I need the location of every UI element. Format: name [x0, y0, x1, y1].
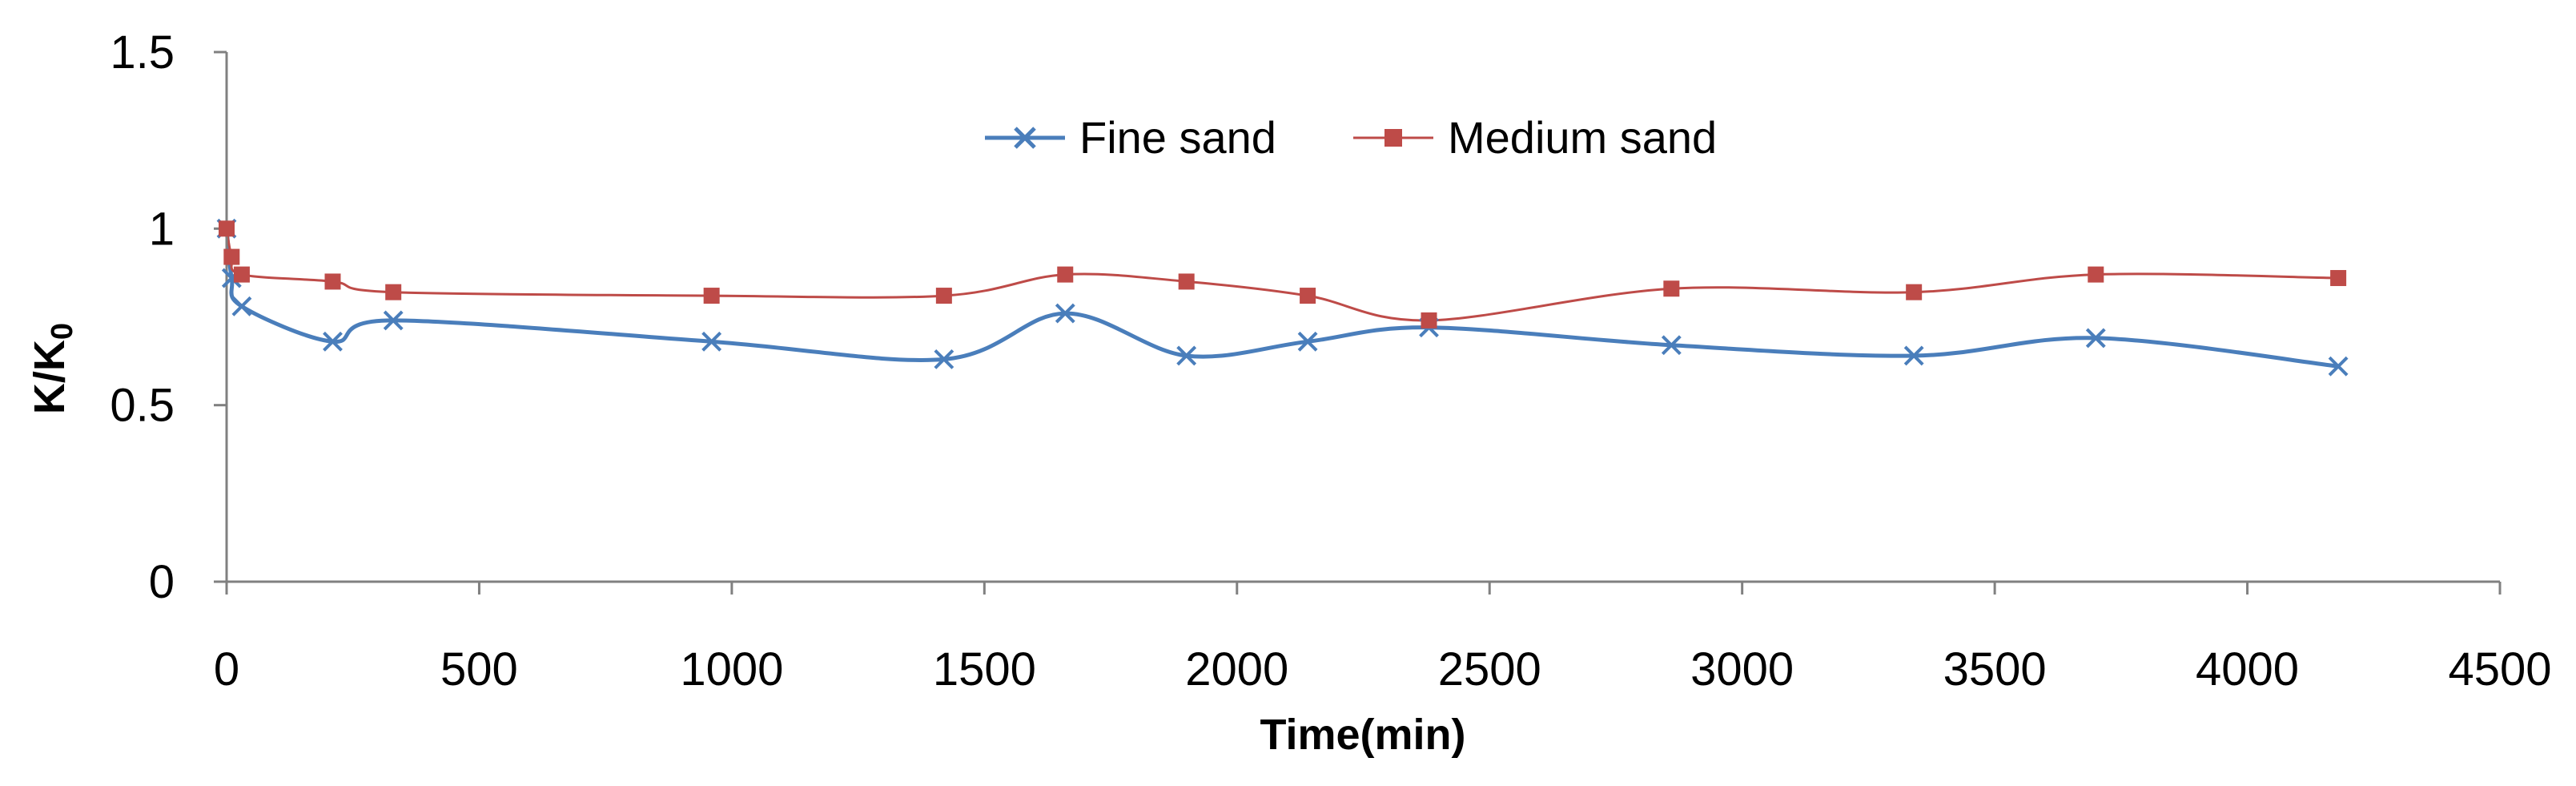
data-point-medium-sand	[1906, 284, 1923, 300]
y-tick-label: 1.5	[110, 26, 175, 79]
x-tick-label: 1500	[933, 643, 1036, 695]
data-point-fine-sand	[2328, 356, 2349, 377]
plot-series-layer	[224, 228, 2339, 369]
data-point-medium-sand	[2330, 270, 2347, 287]
data-point-fine-sand	[1176, 345, 1197, 366]
x-tick-label: 500	[440, 643, 518, 695]
legend-medium-sand-label: Medium sand	[1448, 112, 1717, 163]
x-tick-label: 2000	[1185, 643, 1288, 695]
data-point-medium-sand	[703, 288, 720, 304]
data-point-medium-sand	[233, 266, 250, 283]
legend-fine-sand-label: Fine sand	[1079, 112, 1276, 163]
x-tick-label: 3500	[1943, 643, 2047, 695]
data-point-fine-sand	[1661, 335, 1682, 356]
legend-medium-sand-marker	[1384, 129, 1402, 147]
axes-layer	[225, 52, 2500, 583]
data-point-fine-sand	[1903, 345, 1924, 366]
legend: Fine sand Medium sand	[985, 112, 1717, 163]
x-tick-label: 4500	[2448, 643, 2551, 695]
x-tick-layer: 0 500 1000 1500 2000 2500 3000 3500 4000 4500	[214, 582, 2552, 695]
y-axis-title-main: K/K	[26, 340, 74, 414]
x-tick-label: 1000	[680, 643, 783, 695]
legend-entry-medium-sand: Medium sand	[1353, 112, 1717, 163]
data-point-medium-sand	[1663, 280, 1680, 297]
data-point-medium-sand	[223, 248, 240, 265]
y-tick-label: 0.5	[110, 380, 175, 432]
marker-layer	[216, 218, 2349, 377]
data-point-fine-sand	[934, 349, 954, 369]
data-point-fine-sand	[701, 331, 722, 352]
data-point-fine-sand	[383, 310, 404, 331]
y-tick-layer: 0 0.5 1 1.5	[110, 26, 227, 608]
data-point-medium-sand	[219, 220, 235, 237]
data-point-medium-sand	[1057, 266, 1074, 283]
data-point-medium-sand	[385, 284, 402, 300]
data-point-medium-sand	[935, 288, 952, 304]
data-point-medium-sand	[324, 273, 341, 290]
x-tick-label: 2500	[1438, 643, 1541, 695]
legend-entry-fine-sand: Fine sand	[985, 112, 1276, 163]
series-line-medium-sand	[225, 228, 2339, 322]
y-axis-title-subscript: 0	[46, 323, 79, 340]
data-point-medium-sand	[1421, 312, 1437, 329]
data-point-medium-sand	[2088, 266, 2104, 283]
data-point-fine-sand	[231, 296, 252, 316]
data-point-fine-sand	[323, 331, 343, 352]
x-tick-label: 3000	[1690, 643, 1794, 695]
data-point-medium-sand	[1178, 273, 1195, 290]
data-point-fine-sand	[1055, 303, 1075, 324]
y-tick-label: 1	[149, 203, 175, 255]
legend-fine-sand-marker	[1014, 127, 1036, 149]
x-axis-title: Time(min)	[1260, 711, 1465, 759]
y-axis-title: K/K0	[26, 323, 79, 414]
y-tick-label: 0	[149, 556, 175, 608]
x-tick-label: 0	[214, 643, 239, 695]
series-line-fine-sand	[224, 228, 2339, 369]
x-tick-label: 4000	[2196, 643, 2299, 695]
data-point-fine-sand	[2085, 328, 2106, 349]
data-point-medium-sand	[1300, 288, 1316, 304]
data-point-fine-sand	[1297, 331, 1318, 352]
